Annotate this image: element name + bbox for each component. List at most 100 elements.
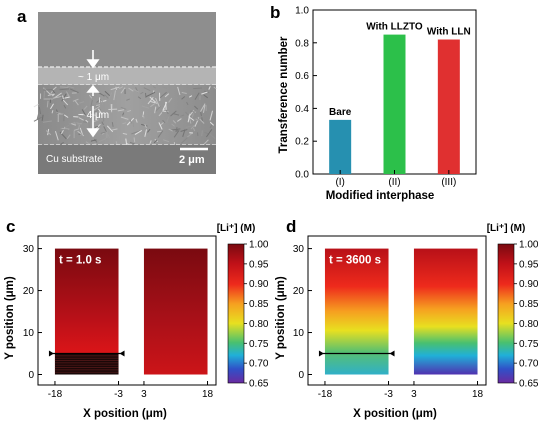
heatmap-time-annotation: t = 1.0 s	[59, 255, 102, 267]
sem-texture-stroke	[53, 92, 62, 99]
sem-texture-stroke	[110, 86, 120, 91]
heatmap-c: t = 1.0 s 0 10 20 30 -18 -3 3 18 [Li⁺] (M) 1.00 0.9…	[23, 223, 269, 400]
sem-texture-stroke	[144, 124, 147, 128]
sem-arrows	[86, 50, 100, 138]
bar-y-tick-label: 0.4	[295, 104, 309, 115]
sem-texture-stroke	[56, 111, 65, 115]
heatmap-x-tick-label: -3	[384, 389, 393, 400]
colorbar-tick-label: 0.90	[249, 279, 269, 290]
sem-texture-stroke	[101, 121, 104, 126]
bar-y-axis-label: Transference number	[278, 36, 290, 153]
sem-texture-stroke	[103, 126, 107, 132]
panel-letter-a: a	[17, 7, 27, 26]
sem-texture-stroke	[111, 122, 114, 127]
colorbar-title: [Li⁺] (M)	[217, 223, 256, 234]
sem-texture-stroke	[156, 117, 161, 122]
sem-texture-stroke	[168, 97, 173, 103]
heatmap-y-tick-label: 20	[293, 286, 305, 297]
sem-texture-stroke	[141, 123, 148, 127]
bar-data-label: With LLN	[427, 27, 471, 38]
sem-texture-stroke	[64, 96, 70, 99]
sem-texture-stroke	[85, 119, 89, 123]
colorbar-tick-label: 0.65	[519, 379, 539, 390]
heatmap-x-tick-label: -18	[318, 389, 333, 400]
heatmap-interphase-band	[54, 353, 119, 375]
heatmap-x-tick-label: 18	[202, 389, 214, 400]
heatmap-y-tick-label: 0	[298, 370, 304, 381]
colorbar-tick-label: 0.80	[519, 319, 539, 330]
sem-texture-stroke	[166, 116, 170, 124]
heatmap-d-x-axis-label: X position (μm)	[353, 408, 437, 420]
sem-texture-stroke	[162, 119, 166, 124]
sem-texture-stroke	[134, 130, 143, 135]
sem-texture-stroke	[64, 124, 70, 129]
sem-texture-stroke	[208, 86, 211, 90]
sem-texture-stroke	[129, 141, 135, 145]
sem-texture-stroke	[78, 117, 84, 121]
sem-texture-stroke	[193, 105, 199, 110]
sem-texture-stroke	[106, 125, 114, 133]
sem-texture-stroke	[54, 131, 59, 141]
sem-texture-stroke	[112, 128, 118, 131]
sem-texture-stroke	[88, 94, 93, 99]
sem-texture-stroke	[142, 114, 145, 119]
sem-texture-stroke	[193, 87, 203, 90]
sem-texture-stroke	[196, 115, 204, 121]
sem-texture-stroke	[122, 112, 125, 116]
sem-texture-stroke	[162, 139, 170, 143]
sem-label-1um: ~ 1 μm	[78, 72, 109, 83]
sem-texture-stroke	[63, 114, 69, 118]
sem-texture	[33, 85, 217, 150]
sem-texture-stroke	[33, 116, 42, 122]
sem-texture-stroke	[150, 101, 156, 104]
sem-texture-stroke	[186, 133, 192, 138]
sem-texture-stroke	[150, 101, 158, 108]
bar-x-tick-label: (II)	[388, 177, 400, 188]
sem-texture-stroke	[194, 92, 200, 100]
sem-texture-stroke	[206, 128, 213, 138]
sem-texture-stroke	[108, 92, 113, 100]
sem-texture-stroke	[209, 110, 213, 121]
panel-letter-b: b	[270, 3, 280, 22]
sem-texture-stroke	[120, 87, 126, 94]
sem-texture-stroke	[131, 130, 141, 135]
heatmap-marker-right	[389, 350, 395, 357]
sem-texture-stroke	[45, 130, 52, 136]
bar-x-axis-label: Modified interphase	[326, 190, 435, 202]
sem-texture-stroke	[36, 113, 40, 120]
sem-texture-stroke	[157, 130, 164, 138]
colorbar-tick-label: 0.75	[249, 339, 269, 350]
sem-texture-stroke	[120, 106, 127, 110]
heatmap-x-tick-label: 18	[472, 389, 484, 400]
sem-texture-stroke	[98, 138, 107, 143]
sem-texture-stroke	[153, 139, 158, 144]
bar-data-label: With LLZTO	[366, 22, 423, 33]
sem-texture-stroke	[180, 137, 189, 144]
sem-texture-stroke	[38, 106, 42, 114]
colorbar-tick-label: 0.70	[249, 359, 269, 370]
sem-texture-stroke	[145, 91, 156, 98]
sem-texture-stroke	[172, 113, 180, 116]
sem-texture-stroke	[202, 105, 206, 113]
sem-texture-stroke	[190, 124, 196, 130]
sem-texture-stroke	[54, 127, 62, 130]
sem-texture-stroke	[171, 138, 175, 142]
sem-texture-stroke	[158, 108, 166, 117]
sem-texture-stroke	[137, 96, 142, 100]
heatmap-x-tick-label: 3	[141, 389, 147, 400]
colorbar-tick-label: 0.90	[519, 279, 539, 290]
sem-texture-stroke	[52, 96, 62, 99]
sem-interphase-layer	[38, 67, 216, 85]
sem-texture-stroke	[209, 123, 213, 128]
sem-texture-stroke	[81, 113, 86, 116]
sem-texture-stroke	[162, 86, 168, 90]
heatmap-y-tick-label: 10	[23, 328, 35, 339]
sem-texture-stroke	[127, 109, 132, 113]
heatmap-left-column	[324, 248, 389, 375]
sem-texture-stroke	[95, 104, 101, 107]
sem-texture-stroke	[43, 88, 46, 98]
sem-texture-stroke	[89, 140, 98, 145]
sem-texture-stroke	[120, 116, 129, 120]
heatmap-y-tick-label: 10	[293, 328, 305, 339]
bar-y-tick-label: 0.0	[295, 170, 309, 181]
